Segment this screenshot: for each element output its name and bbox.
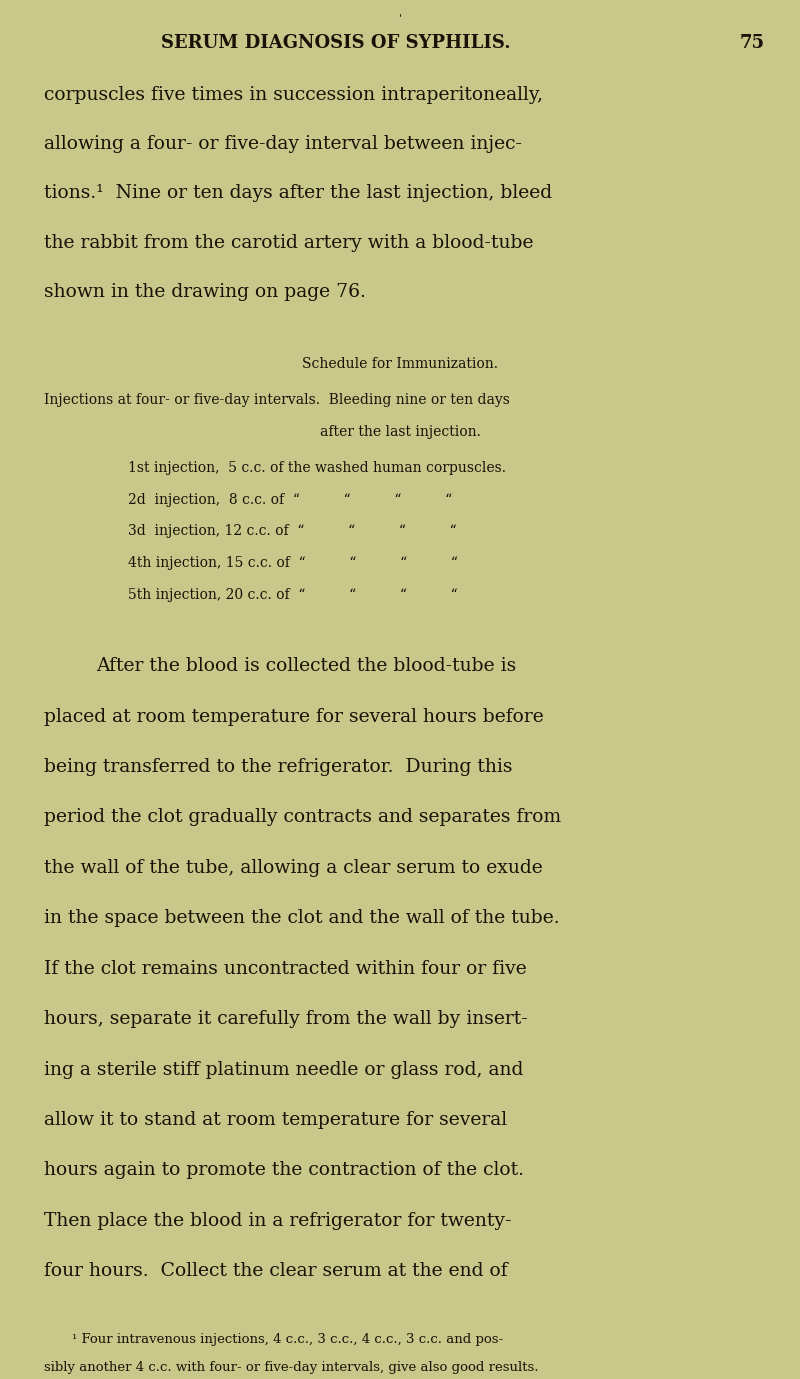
Text: ʹ: ʹ [398,15,402,25]
Text: After the blood is collected the blood-tube is: After the blood is collected the blood-t… [96,658,516,676]
Text: the rabbit from the carotid artery with a blood-tube: the rabbit from the carotid artery with … [44,233,534,251]
Text: 5th injection, 20 c.c. of  “          “          “          “: 5th injection, 20 c.c. of “ “ “ “ [128,589,458,603]
Text: If the clot remains uncontracted within four or five: If the clot remains uncontracted within … [44,960,526,978]
Text: 2d  injection,  8 c.c. of  “          “          “          “: 2d injection, 8 c.c. of “ “ “ “ [128,492,452,506]
Text: 1st injection,  5 c.c. of the washed human corpuscles.: 1st injection, 5 c.c. of the washed huma… [128,461,506,474]
Text: in the space between the clot and the wall of the tube.: in the space between the clot and the wa… [44,909,560,927]
Text: corpuscles five times in succession intraperitoneally,: corpuscles five times in succession intr… [44,85,543,103]
Text: sibly another 4 c.c. with four- or five-day intervals, give also good results.: sibly another 4 c.c. with four- or five-… [44,1361,538,1373]
Text: SERUM DIAGNOSIS OF SYPHILIS.: SERUM DIAGNOSIS OF SYPHILIS. [161,34,511,52]
Text: ing a sterile stiff platinum needle or glass rod, and: ing a sterile stiff platinum needle or g… [44,1060,523,1078]
Text: Schedule for Immunization.: Schedule for Immunization. [302,357,498,371]
Text: shown in the drawing on page 76.: shown in the drawing on page 76. [44,283,366,301]
Text: allow it to stand at room temperature for several: allow it to stand at room temperature fo… [44,1111,507,1129]
Text: 3d  injection, 12 c.c. of  “          “          “          “: 3d injection, 12 c.c. of “ “ “ “ [128,524,457,538]
Text: tions.¹  Nine or ten days after the last injection, bleed: tions.¹ Nine or ten days after the last … [44,185,552,203]
Text: placed at room temperature for several hours before: placed at room temperature for several h… [44,707,544,725]
Text: hours again to promote the contraction of the clot.: hours again to promote the contraction o… [44,1161,524,1179]
Text: 4th injection, 15 c.c. of  “          “          “          “: 4th injection, 15 c.c. of “ “ “ “ [128,557,458,571]
Text: being transferred to the refrigerator.  During this: being transferred to the refrigerator. D… [44,758,513,776]
Text: hours, separate it carefully from the wall by insert-: hours, separate it carefully from the wa… [44,1009,528,1029]
Text: period the clot gradually contracts and separates from: period the clot gradually contracts and … [44,808,561,826]
Text: Then place the blood in a refrigerator for twenty-: Then place the blood in a refrigerator f… [44,1212,511,1230]
Text: ¹ Four intravenous injections, 4 c.c., 3 c.c., 4 c.c., 3 c.c. and pos-: ¹ Four intravenous injections, 4 c.c., 3… [72,1333,503,1346]
Text: the wall of the tube, allowing a clear serum to exude: the wall of the tube, allowing a clear s… [44,859,542,877]
Text: 75: 75 [739,34,765,52]
Text: four hours.  Collect the clear serum at the end of: four hours. Collect the clear serum at t… [44,1262,508,1280]
Text: allowing a four- or five-day interval between injec-: allowing a four- or five-day interval be… [44,135,522,153]
Text: after the last injection.: after the last injection. [319,425,481,440]
Text: Injections at four- or five-day intervals.  Bleeding nine or ten days: Injections at four- or five-day interval… [44,393,510,407]
